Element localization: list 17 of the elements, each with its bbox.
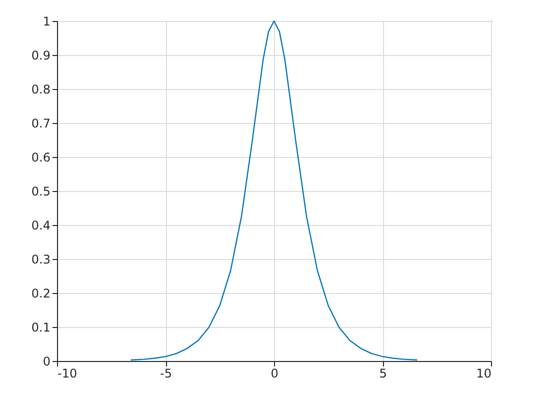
y-tick-label: 1 [42, 14, 50, 28]
y-tick-label: 0.3 [31, 252, 50, 266]
y-tick-label: 0.8 [31, 82, 50, 96]
x-tick-label: -5 [160, 366, 172, 380]
y-tick-label: 0.4 [31, 218, 50, 232]
y-tick-label: 0 [42, 354, 50, 368]
y-tick-label: 0.6 [31, 150, 50, 164]
x-tick-label: 5 [379, 366, 387, 380]
x-tick-label: 10 [476, 366, 492, 380]
x-tick-label: -10 [58, 366, 78, 380]
y-tick-label: 0.2 [31, 286, 50, 300]
y-tick-label: 0.7 [31, 116, 50, 130]
y-tick-label: 0.1 [31, 320, 50, 334]
y-tick-label: 0.9 [31, 48, 50, 62]
line-series [130, 20, 418, 361]
y-tick-label: 0.5 [31, 184, 50, 198]
x-tick-label: 0 [270, 366, 278, 380]
